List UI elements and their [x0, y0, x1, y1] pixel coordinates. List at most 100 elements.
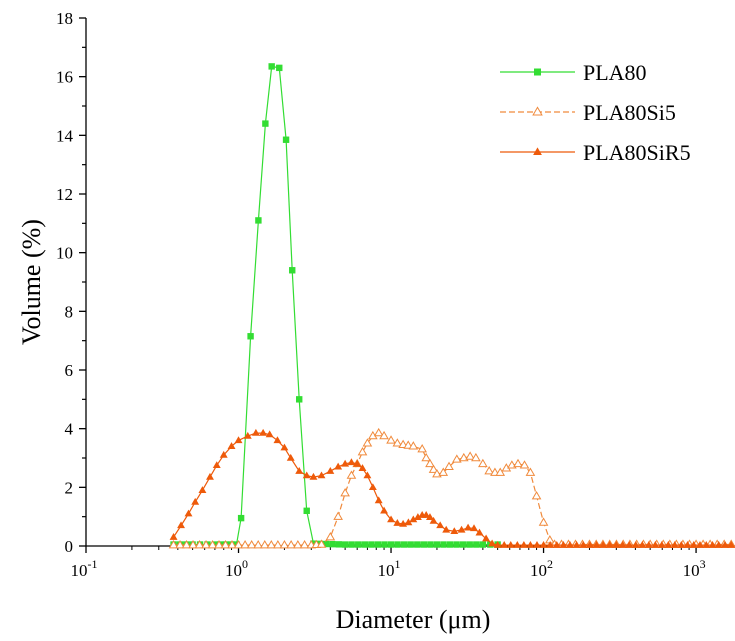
data-point — [651, 540, 660, 548]
series-PLA80Si5 — [168, 427, 735, 549]
data-point — [259, 539, 270, 549]
data-point — [532, 106, 543, 116]
y-tick-label: 6 — [65, 361, 74, 380]
data-point — [506, 540, 515, 548]
data-point — [273, 539, 283, 549]
data-point — [417, 444, 427, 453]
data-point — [322, 540, 330, 548]
y-tick-label: 2 — [65, 478, 74, 497]
legend-item-PLA80Si5: PLA80Si5 — [500, 100, 676, 125]
data-point — [265, 430, 274, 438]
data-point — [453, 541, 460, 548]
data-point — [207, 539, 218, 549]
data-point — [358, 464, 367, 471]
data-point — [379, 430, 389, 440]
data-point — [309, 472, 318, 480]
x-tick-label: 101 — [378, 557, 401, 580]
data-point — [500, 540, 509, 548]
data-point — [677, 540, 686, 548]
y-tick-label: 16 — [56, 68, 73, 87]
y-tick-label: 12 — [56, 185, 73, 204]
data-point — [446, 541, 454, 548]
data-point — [346, 470, 357, 479]
data-point — [246, 539, 257, 549]
data-point — [293, 539, 303, 549]
data-point — [638, 540, 647, 548]
data-point — [592, 540, 601, 548]
data-point — [422, 511, 431, 518]
data-point — [398, 439, 408, 448]
data-point — [373, 427, 384, 437]
data-point — [227, 442, 236, 449]
data-point — [368, 483, 377, 491]
y-tick-label: 10 — [56, 244, 73, 263]
data-point — [276, 64, 283, 72]
data-point — [234, 436, 243, 444]
data-point — [683, 540, 692, 548]
data-point — [262, 120, 269, 127]
data-point — [348, 541, 355, 548]
data-point — [533, 540, 541, 548]
data-point — [664, 540, 673, 548]
data-point — [526, 540, 535, 548]
data-point — [429, 516, 438, 524]
data-point — [380, 506, 389, 514]
data-point — [403, 440, 414, 449]
data-point — [374, 496, 383, 504]
data-point — [618, 540, 627, 548]
data-point — [198, 486, 207, 493]
data-point — [631, 540, 640, 548]
series-line — [173, 65, 498, 546]
data-point — [708, 540, 717, 548]
data-point — [355, 541, 362, 548]
data-point — [191, 497, 200, 505]
data-point — [295, 467, 304, 474]
data-point — [425, 458, 435, 468]
data-point — [484, 466, 494, 475]
data-point — [572, 540, 581, 548]
data-point — [689, 540, 698, 548]
data-point — [727, 540, 735, 548]
data-point — [316, 539, 327, 548]
data-point — [347, 458, 356, 466]
x-tick-label: 103 — [683, 557, 706, 580]
data-point — [219, 450, 228, 458]
data-point — [552, 540, 561, 548]
data-point — [404, 518, 413, 526]
y-tick-label: 0 — [65, 537, 74, 556]
data-point — [426, 513, 434, 520]
x-tick-label: 10-1 — [71, 557, 98, 580]
data-point — [243, 431, 252, 439]
data-point — [440, 541, 447, 548]
data-point — [326, 467, 335, 474]
data-point — [237, 514, 245, 522]
data-point — [546, 540, 555, 548]
data-point — [414, 541, 421, 548]
data-point — [363, 471, 372, 479]
data-point — [279, 539, 290, 549]
data-point — [227, 539, 237, 549]
data-point — [409, 515, 418, 523]
x-tick-label: 102 — [530, 557, 553, 580]
data-point — [525, 467, 536, 476]
data-point — [421, 452, 432, 462]
data-point — [387, 541, 395, 548]
data-point — [329, 540, 336, 548]
x-tick-label: 100 — [225, 557, 248, 580]
data-point — [387, 515, 395, 523]
data-point — [436, 521, 445, 529]
data-point — [513, 540, 522, 548]
data-point — [335, 541, 342, 548]
data-point — [473, 541, 480, 548]
legend-label: PLA80SiR5 — [583, 140, 691, 165]
data-point — [482, 534, 491, 542]
data-point — [374, 541, 382, 548]
data-point — [334, 462, 343, 470]
data-point — [233, 539, 244, 549]
data-point — [361, 541, 368, 548]
data-point — [493, 540, 502, 548]
data-point — [427, 541, 434, 548]
data-point — [333, 511, 343, 520]
data-point — [255, 217, 262, 224]
data-point — [464, 523, 473, 531]
